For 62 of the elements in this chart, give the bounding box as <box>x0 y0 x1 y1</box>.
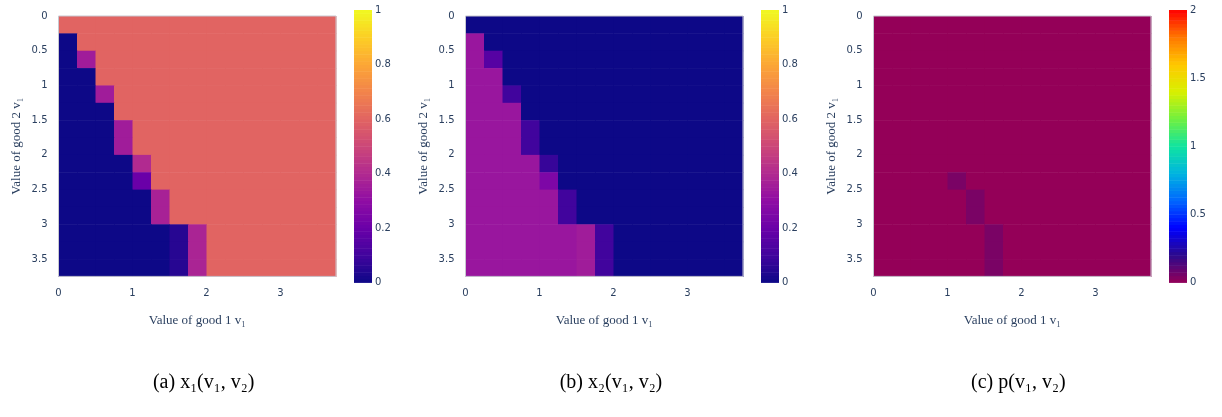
y-tick-label: 1 <box>855 79 863 91</box>
color-bar-label: 0.8 <box>375 58 392 70</box>
x-tick-label: 3 <box>684 286 692 298</box>
color-bar-label: 0 <box>375 275 382 287</box>
y-tick-label: 2 <box>41 148 48 160</box>
y-tick-label: 1.5 <box>31 113 48 125</box>
y-axis-title: Value of good 2 v₁ <box>8 97 24 195</box>
x-tick-label: 1 <box>536 286 544 298</box>
color-bar-label: 0.2 <box>375 221 392 233</box>
color-bar-label: 0.2 <box>782 221 799 233</box>
y-axis-title: Value of good 2 v₁ <box>823 97 839 195</box>
color-bar-label: 0.4 <box>782 167 799 179</box>
y-tick-label: 2 <box>448 148 455 160</box>
y-tick-label: 0.5 <box>31 44 48 56</box>
y-tick-label: 1.5 <box>846 113 863 125</box>
x-tick-label: 2 <box>203 286 210 298</box>
color-bar-label: 1 <box>1189 139 1197 151</box>
y-tick-label: 2 <box>855 148 863 160</box>
y-tick-label: 1 <box>448 79 455 91</box>
x-tick-label: 2 <box>1018 286 1025 298</box>
color-bar-label: 0.8 <box>782 58 799 70</box>
x-tick-label: 0 <box>870 286 877 298</box>
y-tick-label: 2.5 <box>439 183 455 195</box>
y-tick-label: 3.5 <box>846 252 863 264</box>
y-tick-label: 3.5 <box>439 252 455 264</box>
y-tick-label: 0 <box>448 9 455 21</box>
color-bar-label: 0 <box>1189 275 1197 287</box>
y-tick-label: 0 <box>41 9 48 21</box>
x-tick-label: 1 <box>944 286 951 298</box>
y-tick-label: 3 <box>41 217 48 229</box>
x-tick-label: 3 <box>1092 286 1099 298</box>
x-tick-label: 0 <box>55 286 62 298</box>
color-bar-label: 0.4 <box>375 167 392 179</box>
y-axis-title: Value of good 2 v₁ <box>415 97 431 195</box>
y-tick-label: 0 <box>855 9 863 21</box>
color-bar-label: 0.6 <box>375 112 392 124</box>
x-tick-label: 2 <box>610 286 618 298</box>
y-tick-label: 2.5 <box>31 183 48 195</box>
x-tick-label: 0 <box>462 286 470 298</box>
x-axis-title: Value of good 1 v₁ <box>148 311 246 327</box>
x-axis-title: Value of good 1 v₁ <box>556 311 654 327</box>
color-bar-label: 0.5 <box>1189 207 1206 219</box>
color-bar-label: 1.5 <box>1189 71 1206 83</box>
text: (b) x₂(v₁, v₂) <box>559 370 663 393</box>
y-tick-label: 3.5 <box>31 252 48 264</box>
y-tick-label: 1.5 <box>439 113 455 125</box>
text: (c) p(v₁, v₂) <box>971 370 1066 393</box>
y-tick-label: 3 <box>448 217 455 229</box>
y-tick-label: 0.5 <box>846 44 863 56</box>
x-tick-label: 1 <box>129 286 136 298</box>
y-tick-label: 2.5 <box>846 183 863 195</box>
color-bar-label: 2 <box>1189 3 1197 15</box>
x-axis-title: Value of good 1 v₁ <box>963 311 1061 327</box>
y-tick-label: 0.5 <box>439 44 455 56</box>
y-tick-label: 3 <box>855 217 863 229</box>
color-bar-label: 1 <box>782 3 789 15</box>
x-tick-label: 3 <box>277 286 284 298</box>
text: (a) x₁(v₁, v₂) <box>152 370 255 393</box>
color-bar-label: 1 <box>375 3 382 15</box>
color-bar-label: 0 <box>782 275 789 287</box>
color-bar-label: 0.6 <box>782 112 799 124</box>
y-tick-label: 1 <box>41 79 48 91</box>
